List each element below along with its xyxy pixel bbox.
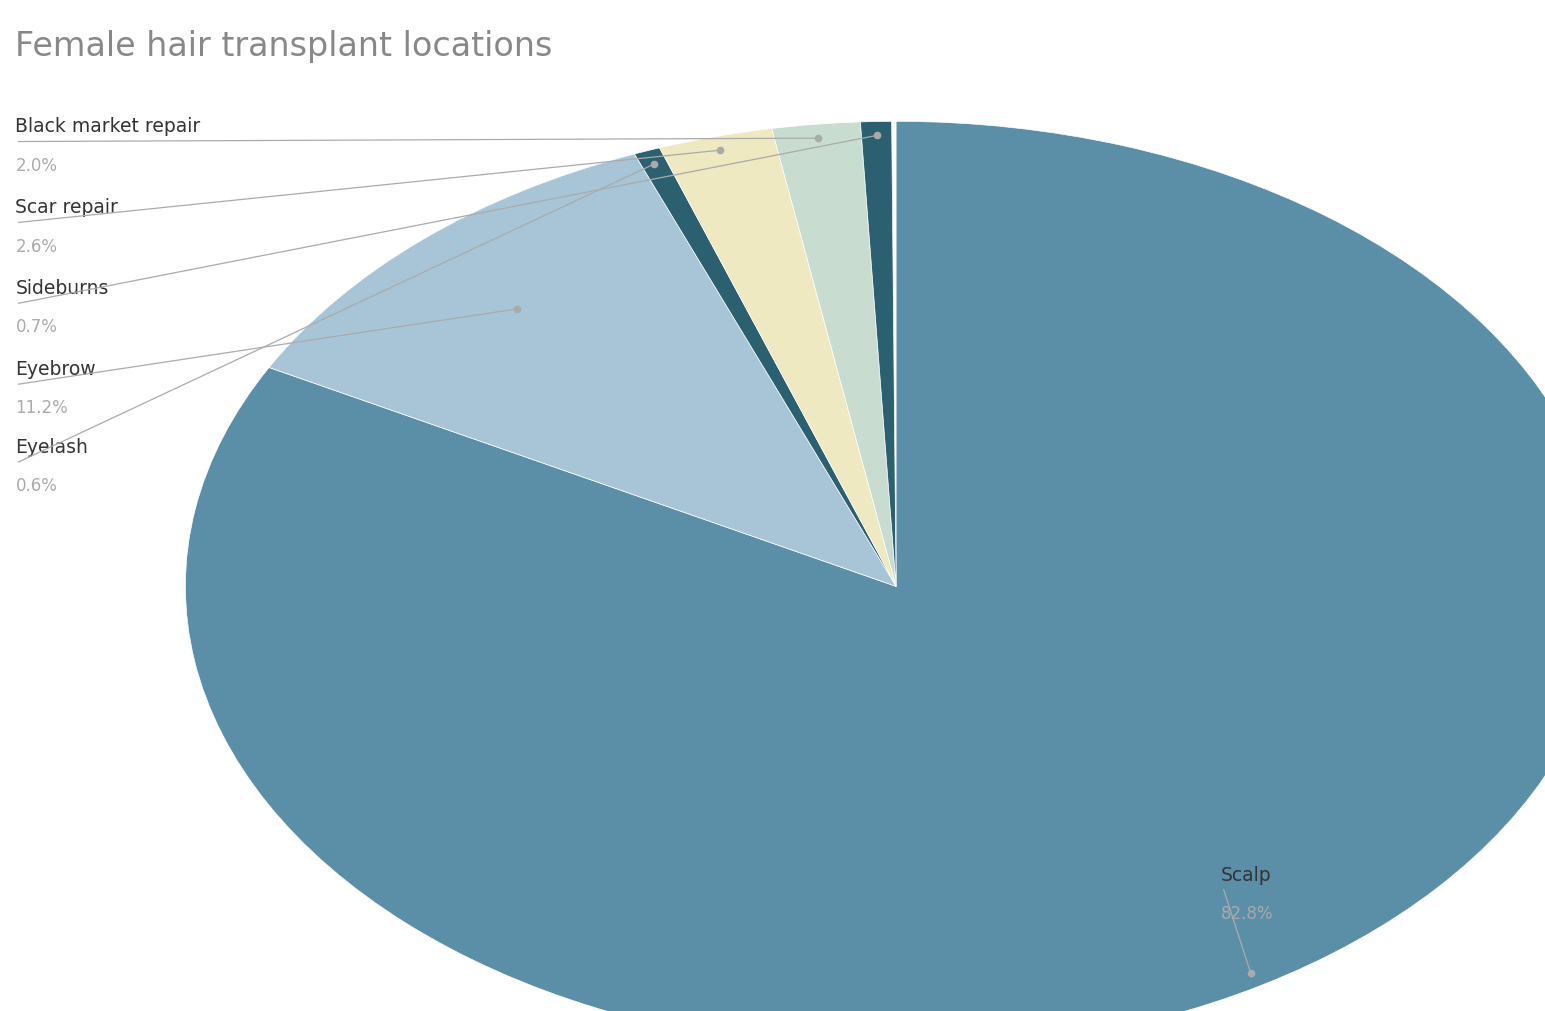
Text: 0.6%: 0.6%: [15, 477, 57, 495]
Text: 82.8%: 82.8%: [1221, 905, 1273, 923]
Wedge shape: [635, 148, 896, 586]
Text: Eyelash: Eyelash: [15, 438, 88, 457]
Text: Scalp: Scalp: [1221, 865, 1272, 885]
Text: Black market repair: Black market repair: [15, 117, 201, 136]
Wedge shape: [861, 121, 896, 586]
Text: 11.2%: 11.2%: [15, 399, 68, 418]
Wedge shape: [771, 122, 896, 586]
Wedge shape: [269, 154, 896, 586]
Text: Eyebrow: Eyebrow: [15, 360, 96, 379]
Text: 2.0%: 2.0%: [15, 157, 57, 175]
Text: 2.6%: 2.6%: [15, 238, 57, 256]
Text: 0.7%: 0.7%: [15, 318, 57, 337]
Text: Female hair transplant locations: Female hair transplant locations: [15, 30, 553, 64]
Wedge shape: [185, 121, 1545, 1011]
Text: Scar repair: Scar repair: [15, 198, 119, 217]
Wedge shape: [660, 128, 896, 586]
Text: Sideburns: Sideburns: [15, 279, 108, 298]
